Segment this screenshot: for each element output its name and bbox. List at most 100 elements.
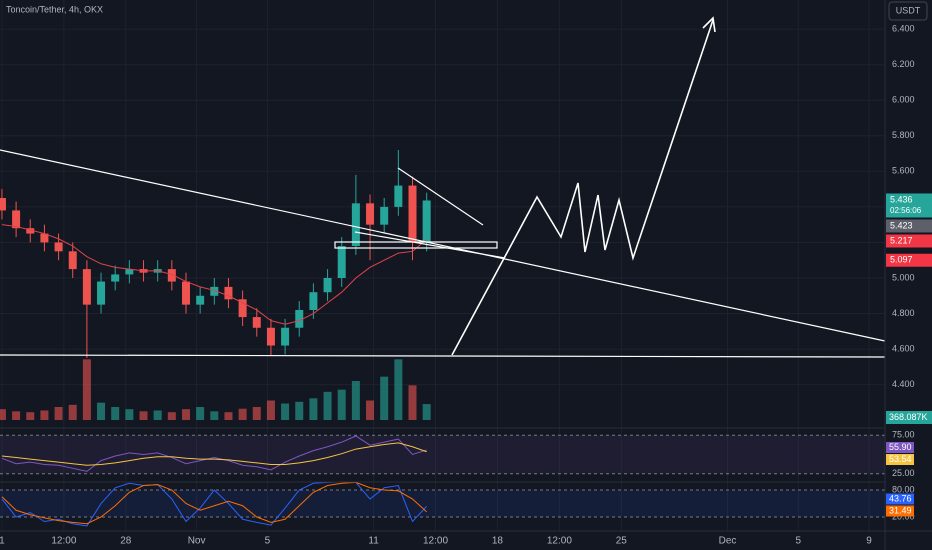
indicator-badge-label: 55.90 [889, 442, 912, 452]
x-tick-label: 12:00 [51, 536, 76, 547]
moving-average [1, 224, 427, 325]
candle-body [351, 203, 360, 246]
triangle-line [397, 167, 484, 226]
candle-body [26, 228, 35, 234]
indicator-badge [886, 505, 914, 517]
volume-bar [366, 400, 375, 420]
x-tick-label: 5 [265, 536, 271, 547]
x-tick-label: 9 [866, 536, 872, 547]
volume-bar [422, 404, 431, 420]
y-tick-label: 6.000 [892, 95, 915, 105]
price-badge-label: 5.097 [890, 255, 913, 265]
candle-body [380, 206, 389, 225]
indicator-badge-label: 31.49 [889, 505, 912, 515]
volume-bar [281, 403, 290, 420]
candle-body [54, 242, 63, 252]
volume-bar [68, 404, 77, 420]
candle-body [252, 317, 261, 328]
projection-path [451, 19, 714, 356]
volume-bar [26, 412, 35, 420]
x-tick-label: 18 [492, 536, 504, 547]
candle-body [196, 295, 205, 305]
candle-body [68, 251, 77, 270]
indicator-badge [886, 454, 914, 465]
volume-bar [252, 407, 261, 420]
countdown-label: 02:56:06 [890, 206, 922, 215]
candle-body [323, 277, 332, 293]
volume-bar [82, 359, 91, 420]
candle-body [224, 286, 233, 300]
candle-body [281, 327, 290, 346]
trend-line [0, 149, 886, 342]
y-tick-label: 4.400 [892, 379, 915, 389]
candle-body [295, 309, 304, 328]
x-tick-label: 5 [796, 536, 802, 547]
volume-bar [54, 407, 63, 420]
y-tick-label: 5.800 [892, 130, 915, 140]
x-tick-label: 25 [616, 536, 628, 547]
candle-body [125, 269, 134, 275]
y-tick-label: 5.000 [892, 272, 915, 282]
volume-bar [125, 409, 134, 420]
volume-bar [394, 359, 403, 420]
volume-bar [0, 409, 6, 420]
volume-bar [139, 411, 148, 420]
candle-body [181, 281, 190, 305]
volume-badge [886, 411, 932, 424]
support-line [0, 354, 886, 358]
y-tick-label: 25.00 [892, 468, 915, 478]
x-tick-label: Dec [719, 536, 737, 547]
price-badge [886, 219, 932, 233]
marks [0, 150, 431, 527]
indicator-badge-label: 43.76 [889, 493, 912, 503]
volume-bar [238, 408, 247, 420]
x-tick-label: 28 [120, 536, 132, 547]
volume-bar [196, 407, 205, 420]
indicator-band [0, 435, 885, 474]
candle-body [408, 185, 417, 243]
drawings [0, 16, 886, 358]
y-tick-label: 6.200 [892, 59, 915, 69]
candle-body [97, 281, 106, 305]
candle-body [82, 269, 91, 305]
volume-bar [167, 412, 176, 420]
grid [0, 0, 885, 531]
volume-bar [111, 407, 120, 420]
volume-bar [323, 391, 332, 420]
price-badge [886, 234, 932, 248]
candle-body [309, 292, 318, 310]
volume-bar [380, 376, 389, 420]
currency-button[interactable] [888, 1, 928, 21]
indicator-line [1, 435, 427, 472]
candle-body [337, 245, 346, 278]
labels: 1 12:00 28 Nov 5 11 12:00 18 12:00 25 Dec 5 9 4.400 4.… [0, 24, 932, 547]
price-badge-label: 5.436 [890, 194, 913, 204]
indicator-badge [886, 442, 914, 453]
x-tick-label: 12:00 [423, 536, 448, 547]
price-badge-label: 5.217 [890, 235, 913, 245]
volume-bar [210, 411, 219, 420]
volume-bar [40, 410, 49, 420]
volume-bar [266, 400, 275, 420]
currency-label[interactable]: USDT [896, 5, 921, 15]
x-tick-label: 12:00 [547, 536, 572, 547]
candle-body [12, 210, 21, 229]
price-badge-label: 5.423 [890, 220, 913, 230]
candle-body [0, 198, 6, 211]
candle-body [167, 269, 176, 282]
y-tick-label: 4.600 [892, 343, 915, 353]
volume-bar [408, 385, 417, 420]
indicator-line [1, 442, 427, 466]
price-badge [886, 193, 932, 218]
triangle-line [354, 231, 506, 259]
candle-body [238, 299, 247, 318]
x-tick-label: 1 [0, 536, 5, 547]
volume-bar [351, 381, 360, 420]
volume-bar [153, 410, 162, 420]
candle-body [394, 185, 403, 207]
price-badge [886, 253, 932, 267]
volume-bar [12, 411, 21, 420]
volume-bar [97, 402, 106, 420]
